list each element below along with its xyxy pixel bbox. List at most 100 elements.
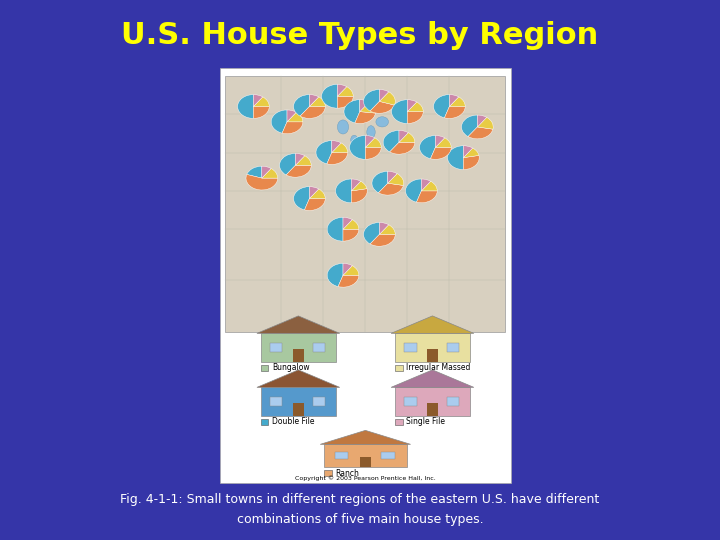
Wedge shape [271,110,287,133]
Bar [271,342,282,352]
Bar [293,349,304,362]
Bar [312,396,325,406]
Wedge shape [338,275,359,287]
Bar [225,76,505,332]
Wedge shape [287,112,303,122]
Wedge shape [436,138,451,147]
Wedge shape [421,179,431,191]
Bar [312,342,325,352]
Bar [261,387,336,416]
Bar [359,457,372,467]
Wedge shape [436,136,445,147]
Wedge shape [444,106,465,118]
Polygon shape [320,430,410,444]
Wedge shape [464,156,480,170]
Wedge shape [336,179,351,202]
Wedge shape [370,102,395,113]
Wedge shape [364,222,379,244]
Wedge shape [408,102,423,112]
Text: Copyright © 2003 Pearson Prentice Hall, Inc.: Copyright © 2003 Pearson Prentice Hall, … [295,475,436,481]
Wedge shape [351,179,361,191]
Wedge shape [338,96,354,108]
Wedge shape [247,166,262,178]
Bar [405,342,417,352]
Bar [271,396,282,406]
Wedge shape [379,90,389,102]
Wedge shape [294,187,310,210]
Polygon shape [257,370,340,387]
Wedge shape [431,147,451,159]
Bar [324,470,332,476]
Wedge shape [477,117,493,129]
Wedge shape [238,94,253,118]
Wedge shape [372,171,388,193]
Ellipse shape [351,136,358,144]
Wedge shape [327,264,343,287]
Wedge shape [262,168,278,178]
Wedge shape [286,165,311,177]
Wedge shape [366,138,382,147]
Wedge shape [420,136,436,159]
Wedge shape [360,102,376,113]
Wedge shape [344,100,360,123]
Wedge shape [338,86,354,96]
Ellipse shape [338,120,348,134]
Wedge shape [300,106,325,118]
Wedge shape [294,94,310,116]
Bar [261,365,269,371]
Wedge shape [343,220,359,229]
Wedge shape [355,112,376,124]
Text: Fig. 4-1-1: Small towns in different regions of the eastern U.S. have different: Fig. 4-1-1: Small towns in different reg… [120,493,600,506]
Wedge shape [316,140,332,164]
Bar [447,396,459,406]
Wedge shape [327,152,348,164]
Wedge shape [477,115,487,127]
Wedge shape [310,94,319,106]
Polygon shape [257,316,340,333]
Wedge shape [408,100,417,112]
Wedge shape [310,187,319,199]
Wedge shape [332,143,348,152]
Wedge shape [370,234,395,246]
Polygon shape [391,316,474,333]
Bar [427,349,438,362]
Bar [324,444,407,467]
Wedge shape [383,131,399,152]
Wedge shape [405,179,421,202]
Wedge shape [246,174,278,190]
Wedge shape [282,122,303,134]
Wedge shape [295,156,311,165]
Wedge shape [343,266,359,275]
Bar [395,419,402,425]
Wedge shape [448,146,464,170]
Wedge shape [379,92,395,105]
Text: Single File: Single File [406,417,445,426]
Text: combinations of five main house types.: combinations of five main house types. [237,513,483,526]
Text: Ranch: Ranch [336,469,359,477]
Bar [220,68,511,483]
Wedge shape [379,183,403,195]
Wedge shape [338,84,347,96]
Wedge shape [310,189,325,199]
Wedge shape [379,222,389,234]
Bar [293,403,304,416]
Wedge shape [464,146,473,158]
Bar [395,333,470,362]
Wedge shape [322,84,338,108]
Wedge shape [390,143,415,154]
Wedge shape [351,181,367,191]
Wedge shape [462,115,477,137]
Wedge shape [332,140,341,152]
Wedge shape [449,94,459,106]
Text: Irregular Massed: Irregular Massed [406,363,471,372]
Wedge shape [364,90,379,111]
Bar [427,403,438,416]
Bar [395,365,402,371]
Bar [447,342,459,352]
Wedge shape [366,147,382,159]
Wedge shape [253,106,269,118]
Wedge shape [399,131,408,143]
Wedge shape [379,225,395,234]
Polygon shape [391,370,474,387]
Text: Double File: Double File [272,417,315,426]
